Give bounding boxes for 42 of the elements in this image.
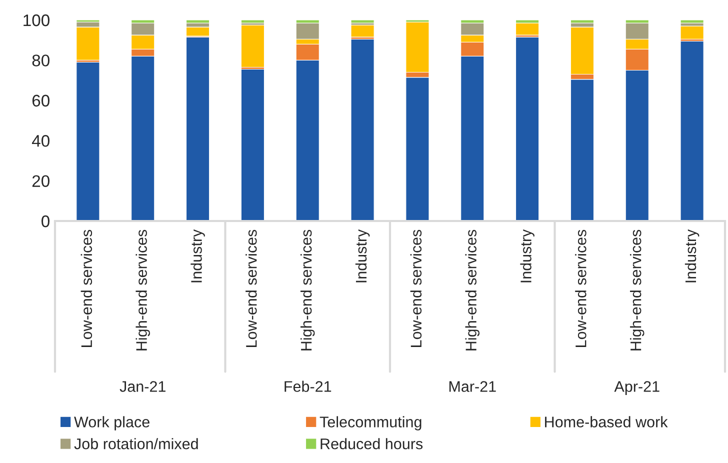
x-tick-label: High-end services	[300, 230, 315, 350]
bar	[515, 22, 540, 36]
text: Mar-21	[449, 381, 496, 392]
bar	[515, 36, 540, 221]
bar	[76, 62, 100, 221]
legend-label: Work place	[74, 416, 150, 430]
bar	[680, 26, 704, 40]
x-tick-label: Low-end services	[410, 230, 422, 347]
y-tick-label: 80	[32, 54, 50, 66]
bar	[570, 20, 594, 24]
x-tick-label: Low-end services	[246, 230, 257, 347]
text: Apr-21	[614, 381, 660, 395]
bar	[680, 20, 704, 24]
bar	[240, 24, 265, 68]
y-tick-label: 20	[32, 175, 50, 188]
bar	[240, 20, 265, 24]
x-tick-label: Industry	[355, 229, 370, 282]
y-tick-label: 0	[42, 215, 50, 228]
x-tick-label: High-end services	[136, 230, 150, 350]
bar	[350, 24, 374, 38]
bar	[240, 68, 265, 221]
bar	[350, 20, 374, 24]
bar	[350, 38, 374, 221]
x-tick-label: Low-end services	[80, 230, 92, 347]
legend-label: Telecommuting	[320, 416, 422, 430]
y-tick-label: 100	[24, 14, 50, 26]
x-tick-label: High-end services	[630, 230, 644, 350]
legend-label: Job rotation/mixed	[74, 438, 198, 450]
x-tick-label: Industry	[684, 229, 700, 282]
x-tick-label: Low-end services	[575, 230, 586, 347]
x-tick-label: Industry	[520, 229, 534, 282]
x-tick-label: High-end services	[465, 230, 480, 350]
bar	[680, 40, 704, 221]
bar	[186, 20, 210, 24]
legend-label: Reduced hours	[320, 438, 423, 450]
bar	[76, 26, 100, 60]
y-tick-label: 60	[32, 94, 50, 107]
x-tick-label: Industry	[190, 229, 205, 282]
y-tick-label: 40	[32, 135, 50, 147]
legend-label: Home-based work	[545, 416, 668, 428]
text: Jan-21	[120, 381, 166, 392]
text: Feb-21	[284, 380, 332, 392]
